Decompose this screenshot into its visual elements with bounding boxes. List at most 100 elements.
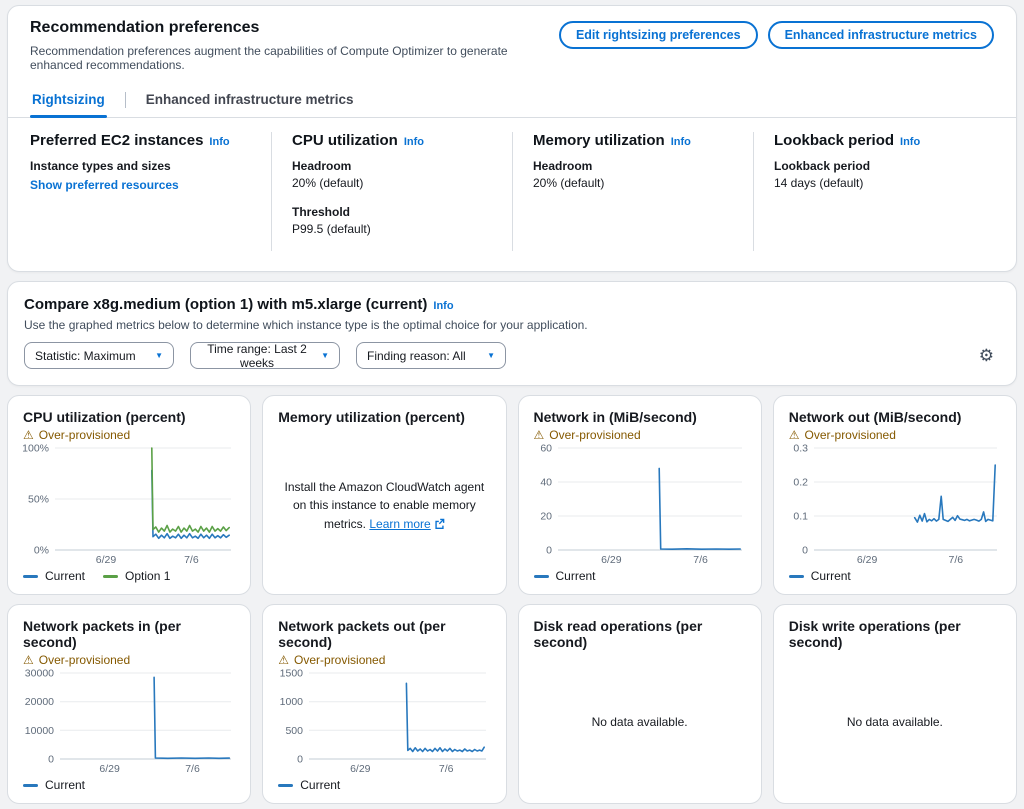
legend-swatch-current <box>23 783 38 787</box>
svg-text:100%: 100% <box>23 443 49 455</box>
statistic-dropdown[interactable]: Statistic: Maximum ▼ <box>24 342 174 369</box>
tab-enhanced-infrastructure-metrics[interactable]: Enhanced infrastructure metrics <box>145 92 354 107</box>
svg-text:0: 0 <box>802 545 808 557</box>
svg-text:1500: 1500 <box>280 668 304 680</box>
svg-text:20000: 20000 <box>25 696 54 708</box>
over-provisioned-badge: ⚠ Over-provisioned <box>788 428 896 442</box>
field-label: Instance types and sizes <box>30 159 171 173</box>
chart-controls: Statistic: Maximum ▼ Time range: Last 2 … <box>24 342 1000 370</box>
field-value: P99.5 (default) <box>292 222 371 236</box>
chart-title: Network in (MiB/second) <box>533 409 697 425</box>
external-link-icon <box>435 518 445 529</box>
over-provisioned-badge: ⚠ Over-provisioned <box>23 428 131 442</box>
svg-text:6/29: 6/29 <box>601 554 622 566</box>
chevron-down-icon: ▼ <box>155 351 163 360</box>
svg-text:0.2: 0.2 <box>793 477 808 489</box>
network-out-chart: 0.3 0.2 0.1 0 6/29 7/6 <box>789 443 1001 566</box>
tab-divider <box>124 92 126 108</box>
chart-legend: Current <box>278 778 490 792</box>
preferences-summary: Preferred EC2 instances Info Instance typ… <box>8 118 1016 271</box>
svg-text:6/29: 6/29 <box>857 554 878 566</box>
page-description: Recommendation preferences augment the c… <box>30 44 508 72</box>
tab-rightsizing[interactable]: Rightsizing <box>30 85 107 118</box>
svg-text:7/6: 7/6 <box>184 554 199 566</box>
info-link[interactable]: Info <box>670 136 691 148</box>
no-data-message: No data available. <box>591 715 688 730</box>
show-preferred-resources-link[interactable]: Show preferred resources <box>30 178 179 192</box>
compare-title: Compare x8g.medium (option 1) with m5.xl… <box>24 296 428 313</box>
charts-grid-row-2: Network packets in (per second) ⚠ Over-pr… <box>7 604 1017 804</box>
pref-col-title: CPU utilization <box>292 132 398 149</box>
cpu-utilization-chart: 100% 50% 0% 6/29 7/6 <box>22 443 235 566</box>
chart-legend: Current <box>788 569 1001 583</box>
page-title: Recommendation preferences <box>30 19 260 36</box>
svg-text:0.1: 0.1 <box>793 511 808 523</box>
svg-text:6/29: 6/29 <box>99 763 120 775</box>
over-provisioned-badge: ⚠ Over-provisioned <box>23 653 131 667</box>
field-label: Lookback period <box>774 159 871 173</box>
finding-reason-dropdown[interactable]: Finding reason: All ▼ <box>356 342 506 369</box>
field-label: Headroom <box>533 159 593 173</box>
charts-grid-row-1: CPU utilization (percent) ⚠ Over-provisio… <box>7 395 1017 595</box>
enhanced-infrastructure-metrics-button[interactable]: Enhanced infrastructure metrics <box>767 21 994 49</box>
svg-text:7/6: 7/6 <box>185 763 200 775</box>
chart-card-memory-utilization: Memory utilization (percent) Install the… <box>262 395 507 595</box>
chevron-down-icon: ▼ <box>487 351 495 360</box>
svg-text:1000: 1000 <box>280 696 304 708</box>
svg-text:7/6: 7/6 <box>693 554 708 566</box>
info-link[interactable]: Info <box>403 136 424 148</box>
pref-cpu-utilization: CPU utilization Info Headroom 20% (defaul… <box>271 132 512 251</box>
settings-gear-icon[interactable]: ⚙ <box>973 347 1000 364</box>
svg-text:500: 500 <box>286 725 304 737</box>
svg-text:10000: 10000 <box>25 725 54 737</box>
pref-lookback-period: Lookback period Info Lookback period 14 d… <box>753 132 994 251</box>
svg-text:0: 0 <box>297 754 303 766</box>
legend-swatch-current <box>788 574 804 578</box>
svg-text:6/29: 6/29 <box>96 554 117 566</box>
info-link[interactable]: Info <box>209 136 230 148</box>
legend-swatch-current <box>278 783 294 787</box>
chart-title: Memory utilization (percent) <box>278 409 465 425</box>
field-label: Threshold <box>292 205 351 219</box>
legend-swatch-current <box>23 574 38 578</box>
chart-card-network-out: Network out (MiB/second) ⚠ Over-provision… <box>772 395 1017 595</box>
network-in-chart: 60 40 20 0 6/29 7/6 <box>534 443 746 566</box>
pref-col-title: Lookback period <box>774 132 895 149</box>
info-link[interactable]: Info <box>900 136 921 148</box>
time-range-dropdown[interactable]: Time range: Last 2 weeks ▼ <box>190 342 340 370</box>
compare-description: Use the graphed metrics below to determi… <box>24 318 588 332</box>
svg-text:7/6: 7/6 <box>439 763 454 775</box>
chevron-down-icon: ▼ <box>321 351 329 360</box>
chart-legend: Current <box>23 778 235 792</box>
warning-icon: ⚠ <box>23 428 34 442</box>
chart-card-disk-write-operations: Disk write operations (per second) No da… <box>772 604 1017 804</box>
field-value: 20% (default) <box>292 176 364 190</box>
field-value: 20% (default) <box>533 176 605 190</box>
edit-rightsizing-preferences-button[interactable]: Edit rightsizing preferences <box>558 21 758 49</box>
svg-text:50%: 50% <box>28 494 49 506</box>
chart-title: Network packets in (per second) <box>23 618 181 650</box>
warning-icon: ⚠ <box>533 428 545 442</box>
field-value: 14 days (default) <box>774 176 864 190</box>
pref-memory-utilization: Memory utilization Info Headroom 20% (def… <box>512 132 753 251</box>
chart-title: Disk write operations (per second) <box>788 618 961 650</box>
svg-text:60: 60 <box>540 443 552 455</box>
pref-col-title: Memory utilization <box>533 132 665 149</box>
svg-text:0.3: 0.3 <box>793 443 808 455</box>
over-provisioned-badge: ⚠ Over-provisioned <box>278 653 386 667</box>
learn-more-link[interactable]: Learn more <box>369 516 431 531</box>
chart-card-cpu-utilization: CPU utilization (percent) ⚠ Over-provisio… <box>7 395 252 595</box>
chart-title: Network out (MiB/second) <box>788 409 962 425</box>
chart-legend: Current <box>533 569 746 583</box>
chart-card-network-packets-in: Network packets in (per second) ⚠ Over-pr… <box>7 604 252 804</box>
svg-text:0%: 0% <box>34 545 49 557</box>
compare-panel: Compare x8g.medium (option 1) with m5.xl… <box>7 281 1017 386</box>
field-label: Headroom <box>292 159 352 173</box>
info-link[interactable]: Info <box>433 300 454 312</box>
chart-card-network-in: Network in (MiB/second) ⚠ Over-provisione… <box>517 395 762 595</box>
legend-swatch-option-1 <box>103 574 119 578</box>
chart-legend: Current Option 1 <box>23 569 235 583</box>
chart-title: CPU utilization (percent) <box>23 409 186 425</box>
svg-text:7/6: 7/6 <box>948 554 963 566</box>
